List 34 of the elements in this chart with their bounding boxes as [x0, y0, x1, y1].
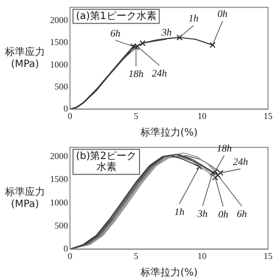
x-tick-label: 5 — [134, 250, 139, 261]
y-tick-label: 2000 — [50, 15, 68, 26]
y-tick-label: 500 — [54, 220, 68, 230]
y-tick-label: 500 — [54, 81, 68, 92]
annotation: 18h — [128, 69, 144, 80]
chart-title: (a)第1ピーク水素 — [76, 10, 156, 22]
annotation: 24h — [152, 68, 167, 80]
y-tick-label: 1000 — [50, 197, 68, 208]
annotation: 24h — [232, 156, 248, 168]
annotation: 6h — [110, 28, 120, 40]
annotation: 3h — [196, 208, 208, 220]
x-tick-label: 10 — [198, 250, 207, 261]
x-axis-title: 标準拉力(%) — [139, 266, 198, 279]
y-tick-label: 1000 — [50, 59, 68, 70]
y-axis-title: 标準应力(MPa) — [4, 46, 45, 70]
y-tick-label: 1500 — [50, 174, 68, 184]
annotation: 3h — [160, 27, 172, 38]
y-tick-label: 0 — [64, 104, 68, 114]
annotation: 18h — [216, 143, 232, 154]
annotation: 6h — [236, 209, 247, 220]
x-tick-label: 15 — [264, 250, 273, 261]
y-tick-label: 0 — [64, 244, 68, 254]
text: (b)第2ピーク水素 — [76, 150, 137, 173]
annotation: 1h — [174, 206, 184, 218]
annotation: 0h — [218, 9, 228, 20]
annotation: 0h — [218, 209, 228, 220]
x-tick-label: 5 — [134, 110, 139, 121]
y-axis-title: 标準应力(MPa) — [4, 186, 45, 210]
annotation: 1h — [188, 13, 199, 24]
y-tick-label: 2000 — [50, 151, 68, 162]
x-tick-label: 15 — [264, 110, 273, 121]
x-tick-label: 10 — [198, 110, 207, 121]
y-tick-label: 1500 — [50, 37, 68, 48]
x-axis-title: 标準拉力(%) — [139, 126, 198, 139]
